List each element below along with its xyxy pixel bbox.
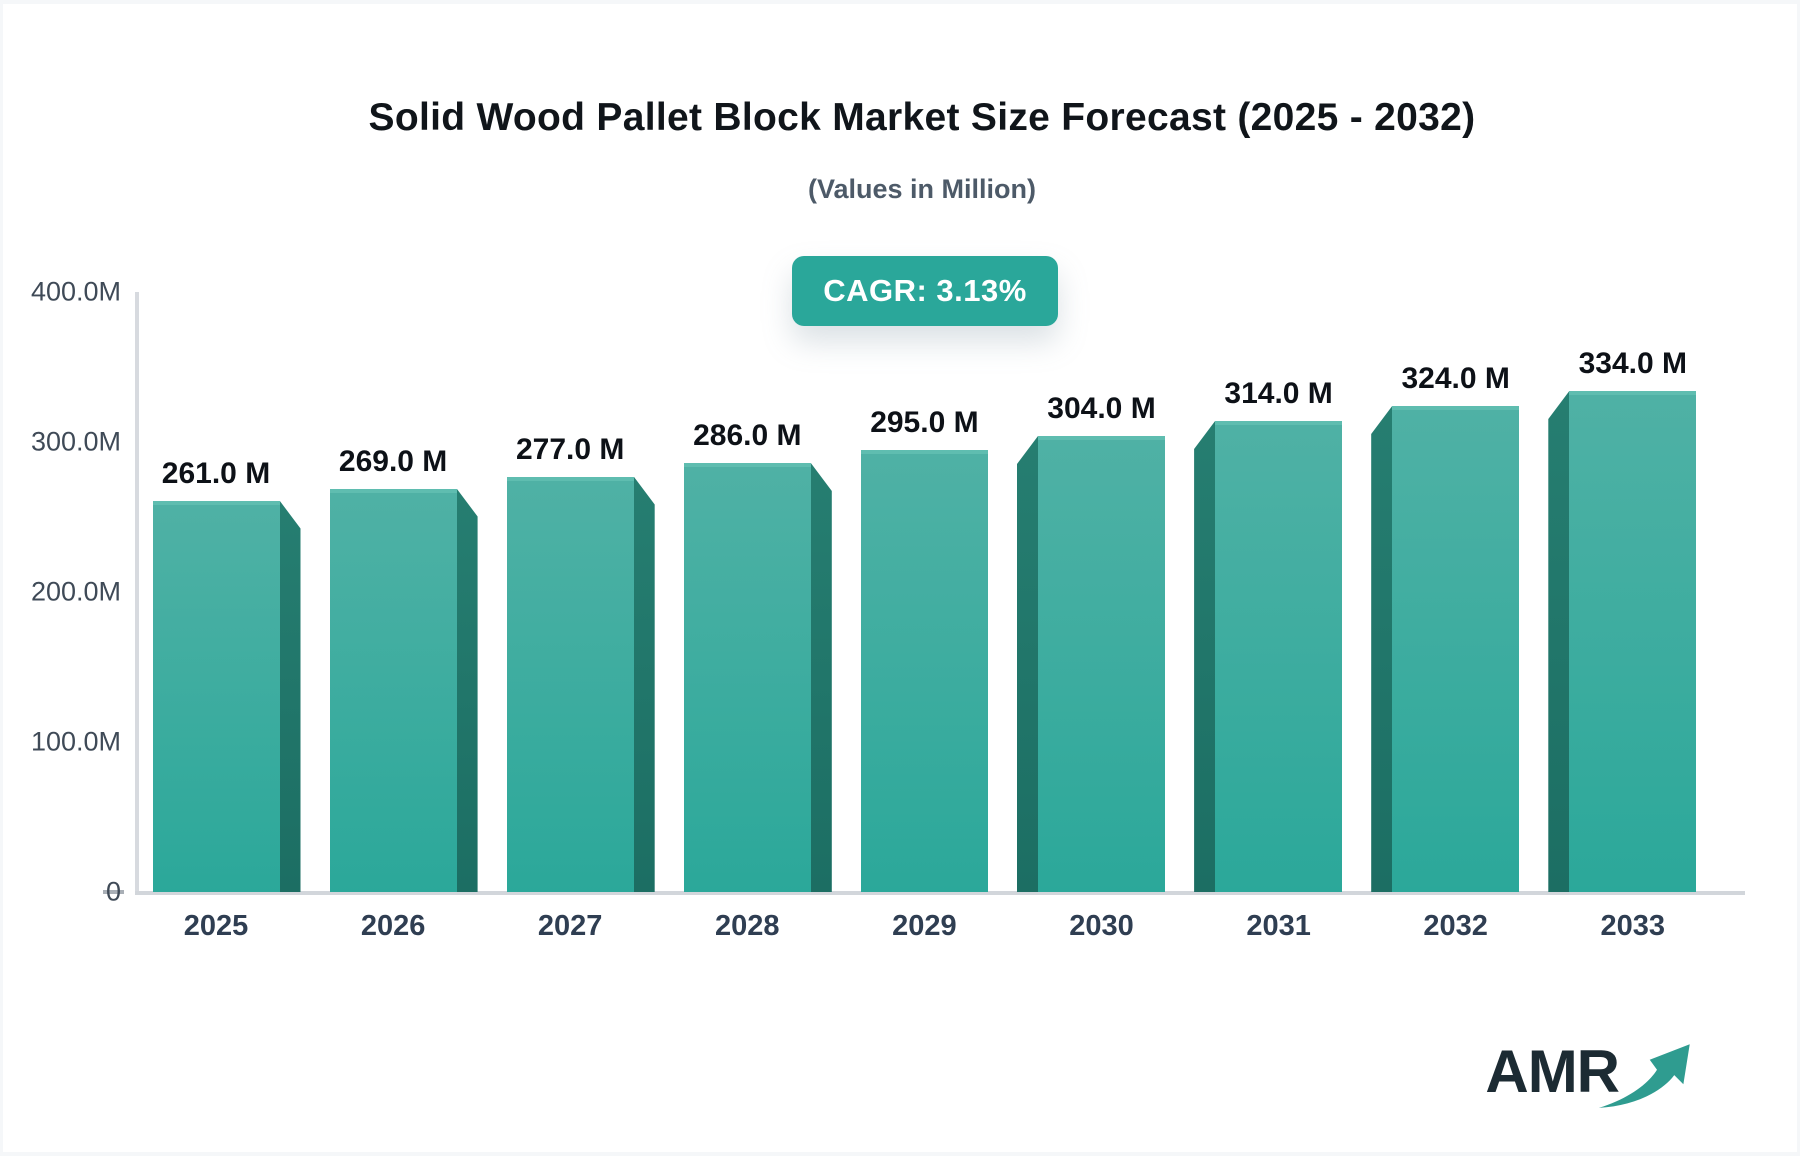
chart-card: Solid Wood Pallet Block Market Size Fore… <box>3 4 1797 1152</box>
y-axis-label: 400.0M <box>30 276 121 307</box>
bar-value-label: 334.0 M <box>1578 347 1687 380</box>
bar-front-face <box>683 463 811 892</box>
cagr-badge: CAGR: 3.13% <box>792 256 1058 326</box>
x-axis-label: 2030 <box>1069 910 1134 942</box>
bar-2027: 277.0 M 2027 <box>506 433 655 942</box>
x-axis-label: 2026 <box>360 910 426 942</box>
x-axis-label: 2031 <box>1246 910 1311 942</box>
bar-side-face <box>1194 421 1216 892</box>
bar-front-face <box>860 449 988 892</box>
bar-value-label: 277.0 M <box>515 432 625 466</box>
y-axis-label: 0 <box>105 876 121 907</box>
x-axis-label: 2032 <box>1423 910 1488 942</box>
bar-value-label: 269.0 M <box>338 444 448 478</box>
bar-value-label: 295.0 M <box>870 405 979 439</box>
y-axis-line <box>135 292 139 892</box>
amr-logo: AMR <box>1485 1038 1697 1108</box>
y-axis-label: 200.0M <box>30 576 121 607</box>
bar-front-face <box>1569 391 1697 892</box>
x-axis-line <box>135 891 1745 895</box>
bar-side-face <box>1017 436 1038 892</box>
bar-2033: 334.0 M 2033 <box>1548 347 1697 942</box>
x-axis-label: 2028 <box>715 910 780 942</box>
bar-2030: 304.0 M 2030 <box>1017 392 1165 942</box>
bar-value-label: 286.0 M <box>693 419 802 452</box>
bar-side-face <box>456 488 478 892</box>
bar-side-face <box>279 500 301 892</box>
bar-2032: 324.0 M 2032 <box>1371 362 1520 942</box>
chart-subtitle: (Values in Million) <box>807 174 1037 204</box>
bar-2026: 269.0 M 2026 <box>329 445 478 942</box>
bar-front-face <box>329 488 457 892</box>
x-axis-label: 2025 <box>183 910 249 942</box>
bar-2031: 314.0 M 2031 <box>1194 377 1343 942</box>
bar-front-face <box>152 500 280 892</box>
bar-2025: 261.0 M 2025 <box>152 457 301 942</box>
bar-front-face <box>1038 436 1165 892</box>
bar-2028: 286.0 M 2028 <box>683 419 832 942</box>
bar-front-face <box>1215 421 1343 892</box>
x-axis-label: 2033 <box>1600 910 1666 942</box>
y-axis-label: 300.0M <box>30 426 121 457</box>
x-axis-label: 2027 <box>537 910 603 942</box>
bar-value-label: 261.0 M <box>161 456 271 490</box>
plot-area: 400.0M 300.0M 200.0M 100.0M 0 261.0 M 2025 269.… <box>31 277 1745 942</box>
bar-side-face <box>633 476 655 892</box>
x-axis-label: 2029 <box>892 910 957 942</box>
bar-value-label: 304.0 M <box>1047 392 1156 425</box>
bar-side-face <box>1371 406 1393 892</box>
bar-front-face <box>506 476 634 892</box>
y-axis-label: 100.0M <box>30 726 121 757</box>
zero-tick-mark <box>103 890 124 894</box>
trend-arrow-icon <box>1598 1044 1690 1108</box>
bar-side-face <box>810 463 832 892</box>
bar-front-face <box>1392 406 1520 892</box>
bar-value-label: 324.0 M <box>1401 362 1510 395</box>
chart-title: Solid Wood Pallet Block Market Size Fore… <box>368 96 1476 139</box>
amr-logo-text: AMR <box>1485 1038 1620 1105</box>
bar-value-label: 314.0 M <box>1224 377 1333 410</box>
bar-side-face <box>1548 391 1570 892</box>
bar-2029: 295.0 M 2029 <box>860 406 988 942</box>
